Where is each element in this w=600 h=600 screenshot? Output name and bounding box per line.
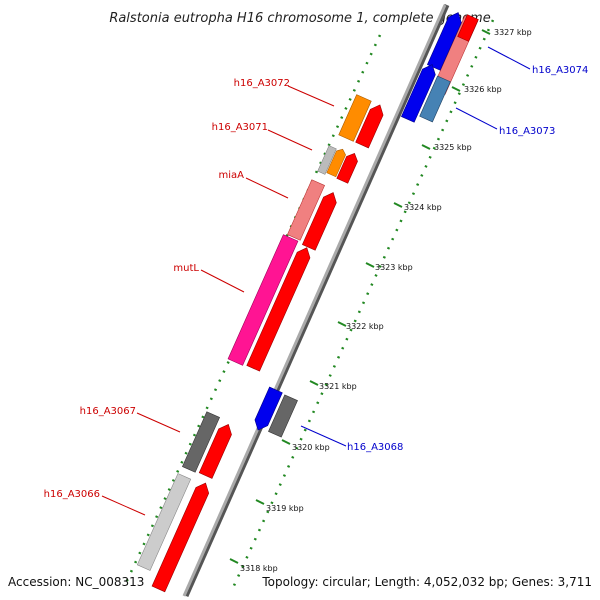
gene-block[interactable]: [287, 179, 325, 241]
gene-label-h16-a3073[interactable]: h16_A3073: [499, 126, 555, 137]
topology-text: Topology: circular; Length: 4,052,032 bp…: [261, 575, 592, 589]
leader-line: [245, 177, 289, 199]
leader-line: [300, 425, 347, 447]
ruler-tick: [421, 144, 431, 150]
gene-block[interactable]: [336, 151, 360, 184]
gene-block[interactable]: [457, 14, 479, 42]
gene-label-h16-a3066[interactable]: h16_A3066: [44, 489, 100, 500]
gene-block[interactable]: [317, 145, 337, 175]
gene-block[interactable]: [419, 75, 451, 123]
ruler-label: 3320 kbp: [292, 443, 330, 452]
ruler-tick: [451, 86, 461, 92]
gene-block[interactable]: [246, 245, 313, 372]
ruler-tick: [365, 262, 375, 268]
accession-text: Accession: NC_008313: [8, 575, 144, 589]
gene-block[interactable]: [182, 411, 220, 473]
gene-block[interactable]: [151, 480, 212, 593]
leader-line: [200, 269, 245, 293]
ruler-label: 3321 kbp: [319, 382, 357, 391]
ruler-tick: [337, 321, 347, 327]
leader-line: [487, 46, 531, 70]
reverse-gene-labels: h16_A3074 h16_A3073 h16_A3068: [300, 46, 588, 453]
forward-strand: [136, 14, 479, 593]
gene-label-mutl[interactable]: mutL: [173, 263, 199, 274]
ruler-tick: [309, 380, 319, 386]
ruler-tick: [481, 29, 491, 35]
gene-block[interactable]: [136, 473, 192, 571]
ruler-tick: [281, 439, 291, 445]
leader-line: [101, 495, 146, 516]
gene-label-miaa[interactable]: miaA: [219, 170, 245, 181]
gene-label-h16-a3072[interactable]: h16_A3072: [234, 78, 290, 89]
map-title: Ralstonia eutropha H16 chromosome 1, com…: [109, 11, 490, 26]
gene-label-h16-a3074[interactable]: h16_A3074: [532, 65, 588, 76]
gene-block[interactable]: [302, 190, 339, 251]
gene-block[interactable]: [268, 394, 298, 438]
ruler-tick: [229, 558, 239, 564]
leader-line: [287, 85, 335, 107]
gene-block[interactable]: [401, 62, 438, 123]
ruler-label: 3324 kbp: [404, 203, 442, 212]
ruler-label: 3326 kbp: [464, 85, 502, 94]
gene-label-h16-a3071[interactable]: h16_A3071: [212, 122, 268, 133]
leader-line: [136, 412, 181, 433]
forward-gene-labels: h16_A3072 h16_A3071 miaA mutL h16_A3067 …: [44, 78, 335, 516]
ruler-tick: [255, 499, 265, 505]
gene-block[interactable]: [198, 422, 235, 479]
ruler-label: 3327 kbp: [494, 28, 532, 37]
chromosome-backbone-shadow: [183, 3, 450, 598]
ruler-label: 3325 kbp: [434, 143, 472, 152]
leader-line: [267, 129, 313, 151]
ruler-tick: [393, 202, 403, 208]
ruler-ticks: 3327 kbp 3326 kbp 3325 kbp 3324 kbp 3323…: [229, 28, 532, 573]
leader-line: [455, 107, 498, 130]
outer-ruler-dots: [123, 34, 382, 586]
gene-label-h16-a3068[interactable]: h16_A3068: [347, 442, 403, 453]
gene-block[interactable]: [252, 386, 283, 433]
gene-block[interactable]: [338, 94, 372, 142]
gene-block[interactable]: [427, 10, 464, 71]
ruler-label: 3322 kbp: [346, 322, 384, 331]
ruler-label: 3318 kbp: [240, 564, 278, 573]
chromosome-backbone: [182, 4, 447, 597]
ruler-label: 3323 kbp: [375, 263, 413, 272]
ruler-label: 3319 kbp: [266, 504, 304, 513]
gene-block[interactable]: [355, 102, 387, 149]
gene-label-h16-a3067[interactable]: h16_A3067: [80, 406, 136, 417]
gene-block[interactable]: [227, 234, 299, 366]
reverse-strand: [252, 10, 464, 438]
gene-block[interactable]: [326, 147, 348, 178]
